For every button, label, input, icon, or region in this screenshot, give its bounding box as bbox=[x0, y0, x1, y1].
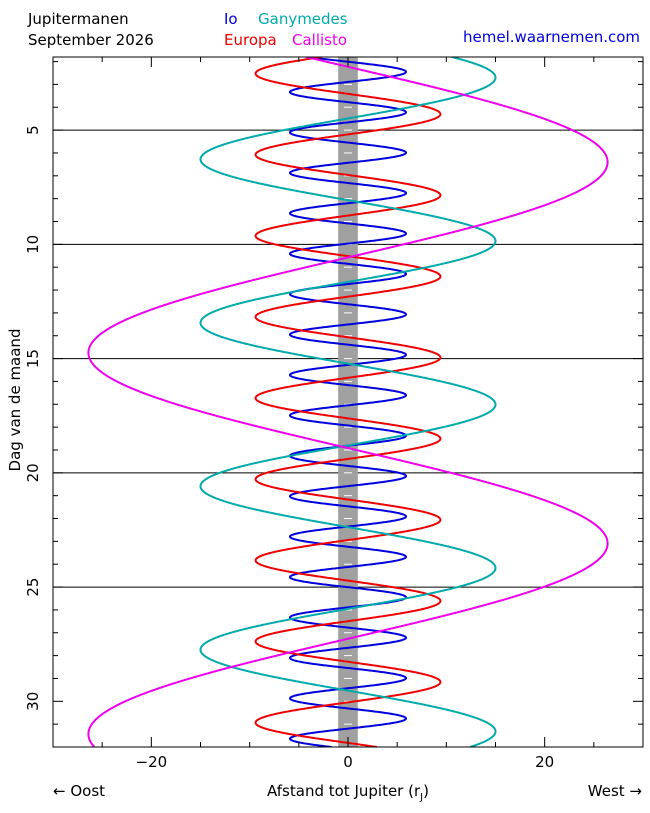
title-line-1: Jupitermanen bbox=[27, 10, 129, 28]
series-line-ganymedes bbox=[199, 57, 497, 747]
legend-europa: Europa bbox=[224, 31, 277, 49]
y-axis-label: Dag van de maand bbox=[6, 329, 24, 472]
source-label: hemel.waarnemen.com bbox=[463, 28, 640, 46]
legend-ganymedes: Ganymedes bbox=[258, 10, 348, 28]
title-line-2: September 2026 bbox=[28, 31, 154, 49]
y-tick-label: 20 bbox=[24, 463, 42, 482]
legend-callisto: Callisto bbox=[292, 31, 347, 49]
plot-frame bbox=[52, 56, 644, 748]
y-tick-label: 25 bbox=[24, 578, 42, 597]
y-tick-label: 15 bbox=[24, 349, 42, 368]
x-axis-label: Afstand tot Jupiter (rJ) bbox=[267, 782, 429, 803]
west-label: West → bbox=[588, 782, 642, 800]
jupiter-band bbox=[338, 57, 358, 747]
x-tick-label: −20 bbox=[136, 753, 168, 771]
series-line-io bbox=[288, 57, 408, 747]
east-label: ← Oost bbox=[53, 782, 105, 800]
plot-area bbox=[52, 56, 644, 748]
x-tick-label: 0 bbox=[343, 753, 353, 771]
legend-io: Io bbox=[224, 10, 238, 28]
y-tick-label: 10 bbox=[24, 235, 42, 254]
x-tick-label: 20 bbox=[535, 753, 554, 771]
y-tick-label: 30 bbox=[24, 692, 42, 711]
y-tick-label: 5 bbox=[24, 125, 42, 135]
series-line-callisto bbox=[87, 57, 609, 747]
series-line-europa bbox=[254, 57, 442, 747]
